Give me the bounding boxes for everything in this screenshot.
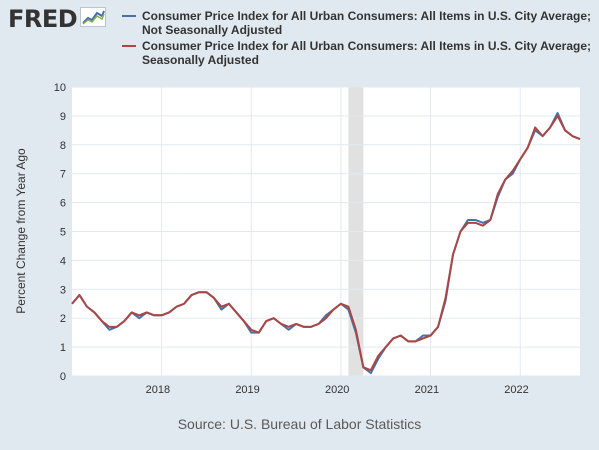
legend-label-nsa: Consumer Price Index for All Urban Consu…: [142, 9, 591, 37]
series-line-sa[interactable]: [71, 114, 581, 372]
y-tick-label: 3: [60, 284, 66, 296]
y-tick-label: 9: [60, 111, 66, 123]
legend-entry-sa[interactable]: Consumer Price Index for All Urban Consu…: [122, 39, 592, 67]
chart-legend: Consumer Price Index for All Urban Consu…: [122, 9, 592, 69]
y-tick-label: 8: [60, 140, 66, 152]
legend-label-sa: Consumer Price Index for All Urban Consu…: [142, 39, 591, 67]
x-tick-label: 2018: [146, 384, 170, 396]
y-tick-label: 6: [60, 198, 66, 210]
x-tick-label: 2021: [415, 384, 439, 396]
y-axis-label: Percent Change from Year Ago: [14, 148, 28, 314]
y-tick-label: 5: [60, 227, 66, 239]
x-tick-label: 2019: [235, 384, 259, 396]
y-tick-label: 1: [60, 342, 66, 354]
trend-line-icon: [80, 6, 107, 32]
legend-entry-nsa[interactable]: Consumer Price Index for All Urban Consu…: [122, 9, 592, 37]
y-tick-label: 2: [60, 313, 66, 325]
logo-text: FRED: [8, 5, 78, 33]
y-tick-label: 0: [60, 371, 66, 383]
y-tick-label: 4: [60, 255, 66, 267]
legend-swatch-nsa: [122, 15, 136, 17]
y-tick-label: 7: [60, 169, 66, 181]
legend-swatch-sa: [122, 45, 136, 47]
y-tick-label: 10: [54, 82, 66, 94]
x-tick-label: 2022: [504, 384, 528, 396]
fred-logo[interactable]: FRED: [8, 5, 107, 33]
x-tick-label: 2020: [325, 384, 349, 396]
source-note: Source: U.S. Bureau of Labor Statistics: [177, 416, 422, 432]
